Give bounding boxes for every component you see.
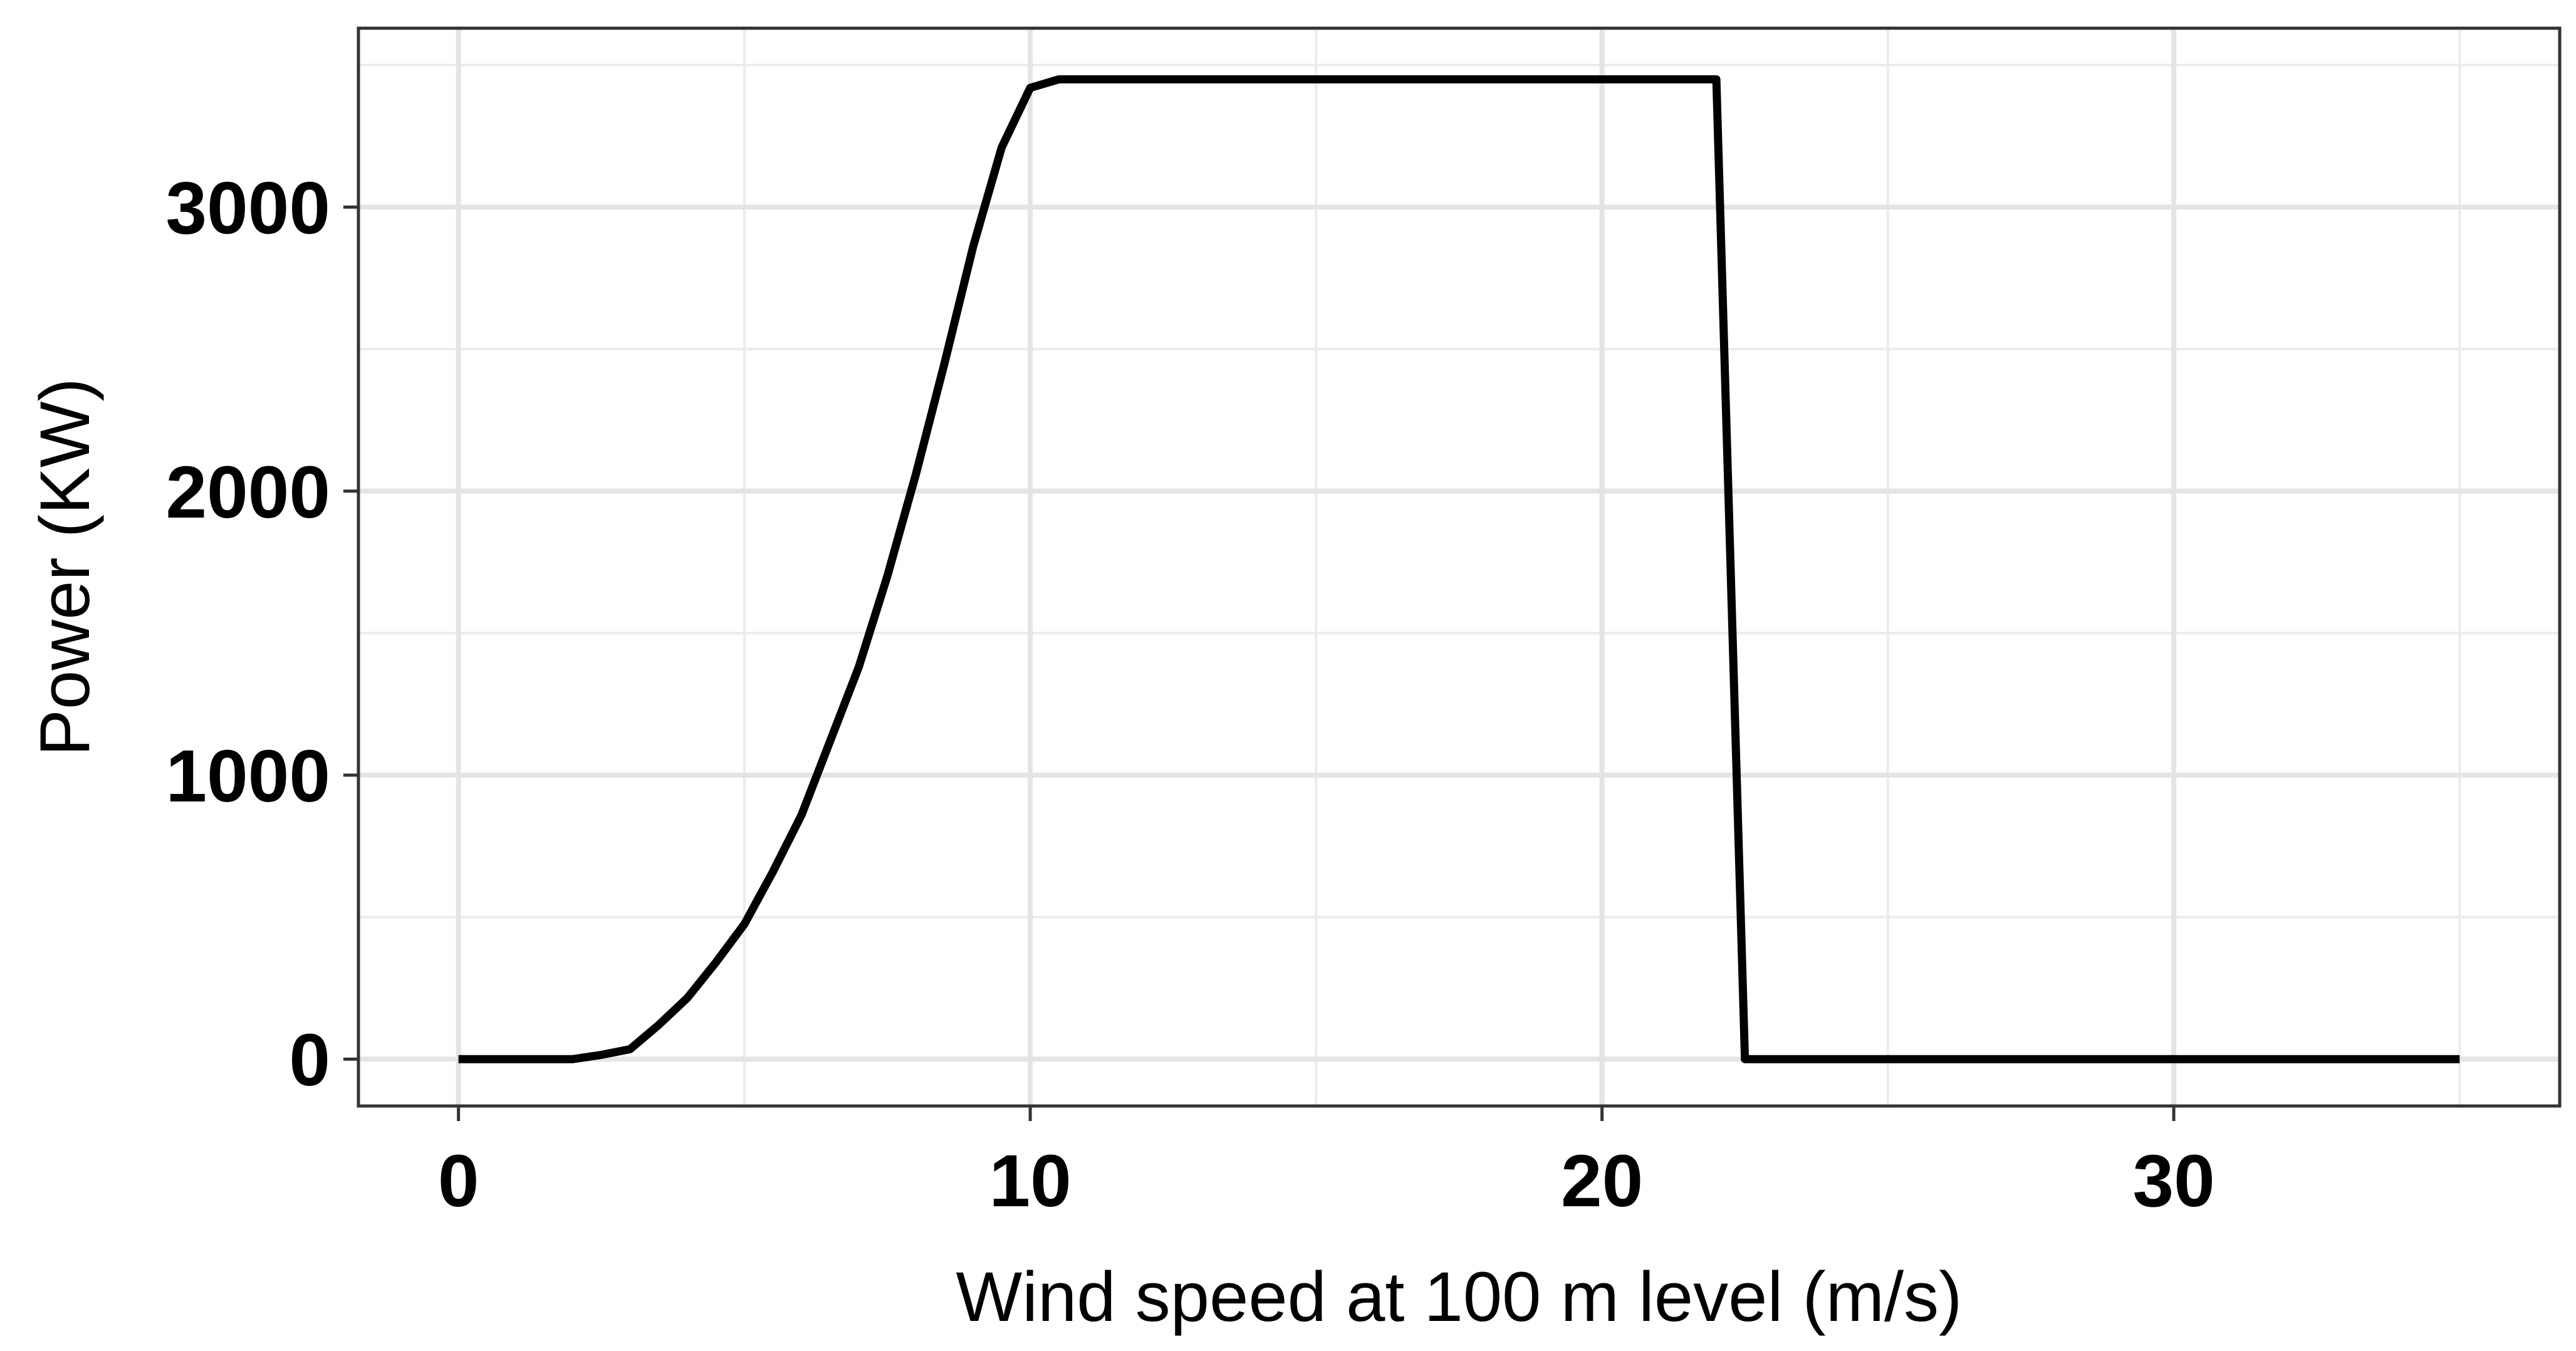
y-tick-label: 0 bbox=[289, 1019, 330, 1102]
y-tick-label: 3000 bbox=[165, 167, 330, 250]
x-tick-label: 0 bbox=[438, 1140, 479, 1223]
x-axis-tick-labels: 0 10 20 30 bbox=[438, 1140, 2215, 1223]
y-tick-label: 1000 bbox=[165, 735, 330, 818]
series-line-0 bbox=[458, 75, 2460, 1063]
y-tick-label: 2000 bbox=[165, 451, 330, 534]
y-axis-tick-labels: 0 1000 2000 3000 bbox=[165, 167, 330, 1102]
x-tick-label: 10 bbox=[989, 1140, 1072, 1223]
x-tick-label: 30 bbox=[2132, 1140, 2214, 1223]
x-tick-label: 20 bbox=[1561, 1140, 1643, 1223]
plot-panel-border bbox=[357, 26, 2562, 1108]
y-axis-title: Power (KW) bbox=[26, 378, 104, 756]
major-gridlines bbox=[358, 28, 2560, 1106]
axis-tick-marks bbox=[343, 206, 2176, 1121]
x-axis-title: Wind speed at 100 m level (m/s) bbox=[956, 1258, 1963, 1336]
series-layer bbox=[458, 75, 2460, 1063]
